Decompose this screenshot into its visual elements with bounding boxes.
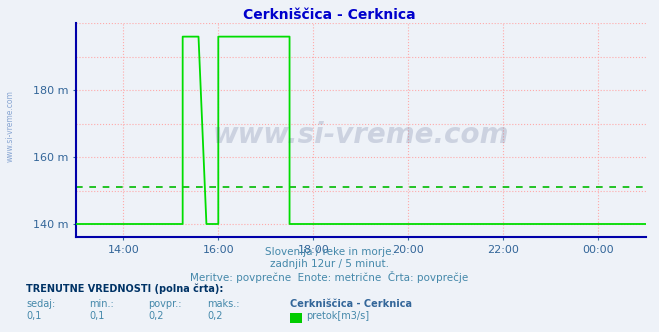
Text: Meritve: povprečne  Enote: metrične  Črta: povprečje: Meritve: povprečne Enote: metrične Črta:… [190, 271, 469, 283]
Text: Cerkniščica - Cerknica: Cerkniščica - Cerknica [243, 8, 416, 22]
Text: Slovenija / reke in morje.: Slovenija / reke in morje. [264, 247, 395, 257]
Text: 0,2: 0,2 [208, 311, 223, 321]
Text: 0,1: 0,1 [26, 311, 42, 321]
Text: Cerkniščica - Cerknica: Cerkniščica - Cerknica [290, 299, 412, 309]
Text: 0,2: 0,2 [148, 311, 164, 321]
Text: www.si-vreme.com: www.si-vreme.com [5, 90, 14, 162]
Text: sedaj:: sedaj: [26, 299, 55, 309]
Text: povpr.:: povpr.: [148, 299, 182, 309]
Text: maks.:: maks.: [208, 299, 240, 309]
Text: www.si-vreme.com: www.si-vreme.com [213, 121, 509, 149]
Text: pretok[m3/s]: pretok[m3/s] [306, 311, 370, 321]
Text: zadnjih 12ur / 5 minut.: zadnjih 12ur / 5 minut. [270, 259, 389, 269]
Text: TRENUTNE VREDNOSTI (polna črta):: TRENUTNE VREDNOSTI (polna črta): [26, 284, 224, 294]
Text: 0,1: 0,1 [89, 311, 104, 321]
Text: min.:: min.: [89, 299, 114, 309]
